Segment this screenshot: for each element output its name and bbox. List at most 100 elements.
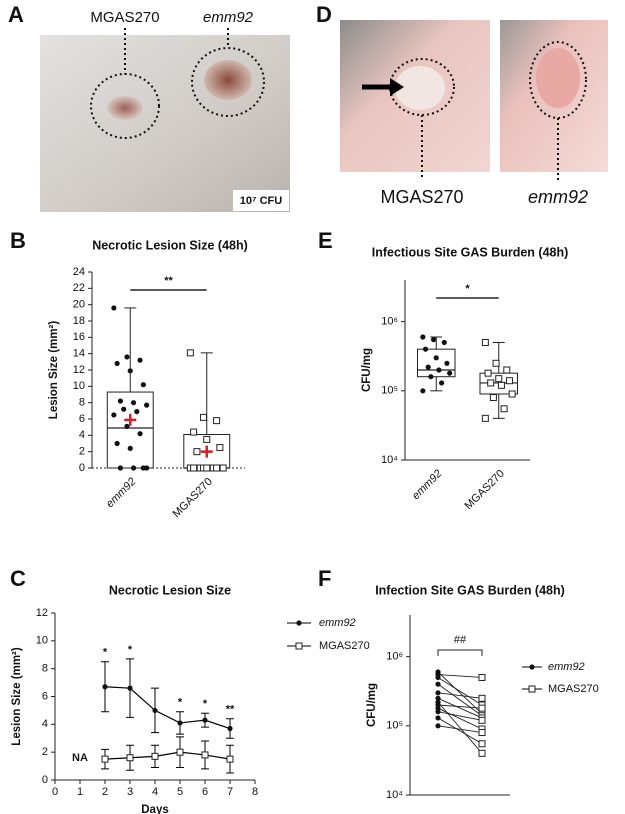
marker: [435, 723, 441, 729]
y-tick-label: 18: [73, 315, 85, 327]
legend-label: emm92: [319, 617, 356, 629]
lesion: [107, 96, 143, 120]
mean-marker: [200, 445, 213, 458]
annotation: *: [203, 698, 208, 710]
y-axis-label: Lesion Size (mm²): [48, 321, 60, 420]
marker: [124, 423, 130, 429]
panel-letter: E: [318, 228, 333, 253]
marker: [433, 355, 439, 361]
chart-title: Infectious Site GAS Burden (48h): [372, 245, 569, 259]
marker: [430, 337, 437, 343]
marker: [114, 440, 120, 447]
y-axis-label: CFU/mg: [366, 683, 378, 727]
marker: [444, 360, 450, 366]
chart-title: Necrotic Lesion Size: [109, 583, 231, 597]
marker: [492, 359, 500, 367]
x-tick-label: MGAS270: [171, 476, 215, 520]
marker: [124, 354, 130, 360]
pair-line: [437, 707, 483, 730]
y-tick-label: 22: [73, 282, 85, 294]
pair-line: [437, 697, 483, 719]
marker: [435, 715, 441, 721]
pair-line: [437, 717, 483, 745]
marker: [484, 369, 492, 377]
annotation: *: [178, 697, 183, 709]
significance-label: ##: [454, 634, 467, 646]
marker: [495, 375, 503, 383]
marker: [117, 398, 124, 404]
marker: [193, 448, 201, 456]
x-tick-label: 6: [202, 786, 208, 798]
marker: [435, 695, 441, 701]
legend-marker: [528, 685, 536, 693]
marker: [203, 435, 211, 443]
pair-line: [437, 683, 483, 717]
panel-letter: A: [8, 2, 24, 27]
pair-line: [437, 701, 483, 754]
y-tick-label: 10⁵: [381, 385, 398, 397]
x-tick-label: 2: [102, 786, 108, 798]
panel-letter: D: [316, 2, 332, 27]
marker: [127, 445, 133, 451]
marker: [130, 465, 137, 471]
lesion: [204, 60, 252, 100]
y-tick-label: 0: [79, 462, 85, 474]
legend-label: MGAS270: [548, 683, 599, 695]
marker: [428, 374, 434, 380]
marker: [111, 305, 117, 311]
marker: [137, 431, 143, 437]
annotation: *: [128, 644, 133, 656]
significance-bracket: [437, 649, 483, 656]
x-tick-label: 4: [152, 786, 158, 798]
marker: [439, 380, 445, 386]
marker: [478, 694, 486, 702]
marker: [422, 346, 429, 352]
chart-title: Necrotic Lesion Size (48h): [92, 238, 248, 252]
photo-label: MGAS270: [380, 187, 463, 207]
y-tick-label: 2: [42, 746, 48, 758]
annotation: *: [103, 647, 108, 659]
marker: [201, 751, 209, 759]
y-tick-label: 20: [73, 299, 85, 311]
marker: [117, 465, 124, 471]
y-tick-label: 10⁶: [386, 651, 403, 663]
legend-label: MGAS270: [319, 640, 370, 652]
marker: [144, 465, 150, 471]
panel-letter: C: [10, 566, 26, 591]
significance-label: **: [164, 275, 173, 287]
y-tick-label: 10: [36, 635, 48, 647]
marker: [497, 381, 505, 389]
marker: [441, 339, 447, 346]
marker: [489, 394, 497, 402]
marker: [478, 704, 486, 712]
marker: [420, 334, 426, 340]
significance-label: *: [465, 283, 470, 295]
marker: [127, 685, 133, 691]
photo-label: emm92: [203, 9, 254, 26]
legend-marker: [296, 620, 302, 626]
lesion: [536, 48, 580, 108]
marker: [481, 338, 489, 346]
marker: [505, 377, 513, 385]
marker: [152, 707, 158, 714]
pair-line: [437, 704, 483, 709]
pair-line: [437, 711, 483, 721]
marker: [435, 681, 441, 687]
y-tick-label: 8: [42, 663, 48, 675]
marker: [114, 360, 120, 367]
photo: [40, 35, 290, 212]
legend-label: emm92: [548, 661, 585, 673]
photo-label: MGAS270: [90, 9, 159, 26]
marker: [126, 754, 134, 762]
y-tick-label: 12: [36, 607, 48, 619]
panel-letter: F: [318, 566, 331, 591]
marker: [487, 379, 495, 387]
x-tick-label: 0: [52, 786, 58, 798]
x-tick-label: 1: [77, 786, 83, 798]
note-box: [233, 190, 289, 211]
pair-line: [437, 671, 483, 714]
marker: [508, 390, 516, 398]
y-tick-label: 10⁶: [381, 316, 398, 328]
x-tick-label: MGAS270: [463, 468, 507, 512]
